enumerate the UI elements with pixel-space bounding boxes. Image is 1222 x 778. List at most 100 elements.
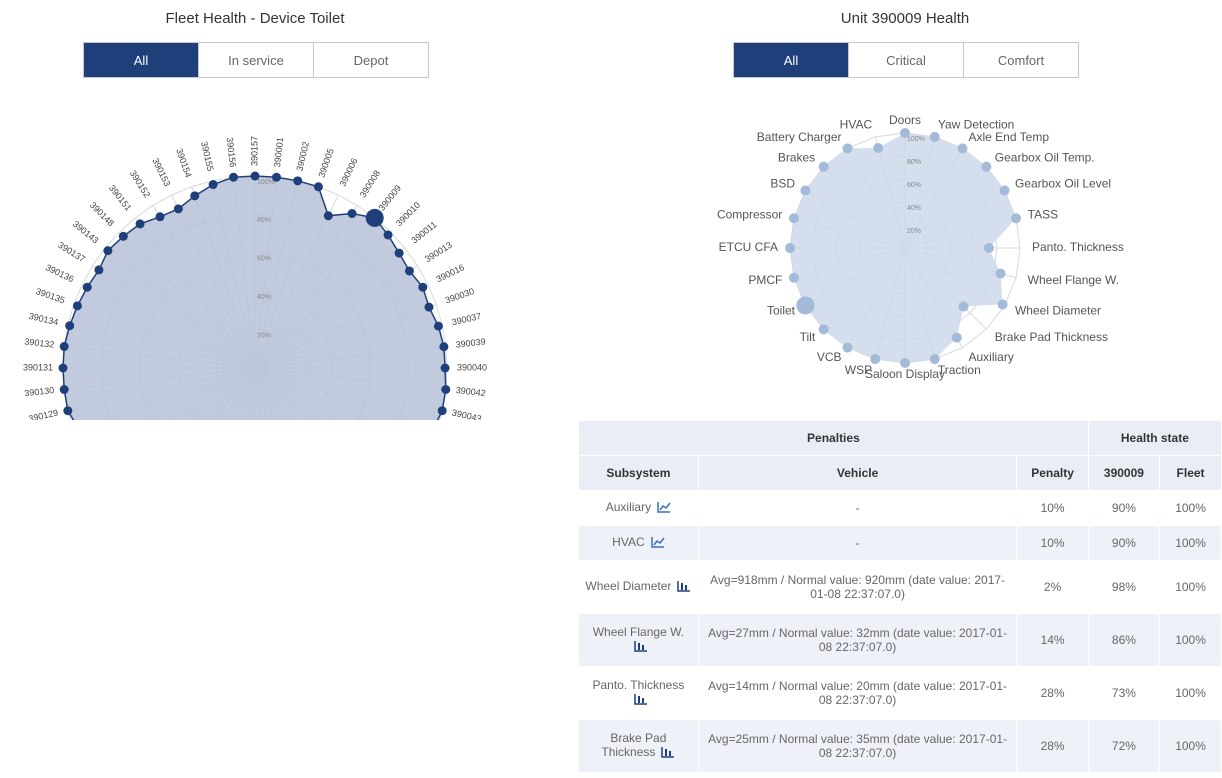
marker (873, 143, 884, 154)
right-title: Unit 390009 Health (840, 10, 970, 27)
marker (118, 231, 128, 241)
cell-text: Wheel Flange W. (592, 625, 685, 640)
tick-label: 40% (907, 205, 921, 212)
cell-text: Avg=918mm / Normal value: 920mm (date va… (710, 573, 1006, 601)
marker (59, 384, 69, 394)
right-tabs: All Critical Comfort (733, 42, 1079, 78)
tab[interactable]: Critical (848, 43, 963, 77)
column-header: Fleet (1159, 455, 1222, 491)
marker (173, 204, 183, 214)
tab[interactable]: Depot (313, 43, 428, 77)
marker (981, 161, 992, 172)
table-cell: 100% (1159, 525, 1222, 561)
table-cell: Avg=918mm / Normal value: 920mm (date va… (697, 560, 1018, 614)
cell-text: 100% (1175, 633, 1206, 647)
area (62, 175, 447, 420)
category-label: 390131 (23, 362, 53, 372)
category-label: Battery Charger (757, 130, 842, 144)
marker (72, 301, 82, 311)
category-label: 390148 (88, 200, 116, 228)
category-label: Toilet (767, 304, 796, 318)
cell-text: 10% (1040, 536, 1065, 550)
cell-text: Wheel Diameter (585, 579, 672, 594)
tab[interactable]: Comfort (963, 43, 1078, 77)
radar-charts: 20% 40% 60% 80% 100% 390157 390001 390002 390005… (23, 113, 1124, 420)
table-cell: 100% (1159, 560, 1222, 614)
chart-icon[interactable] (634, 640, 648, 655)
marker (293, 176, 303, 186)
category-label: 390016 (435, 262, 466, 284)
grid-line (62, 175, 448, 420)
cell-text: 100% (1175, 580, 1206, 594)
category-label: 390155 (199, 141, 215, 173)
category-label: ETCU CFA (719, 240, 778, 254)
tab[interactable]: In service (198, 43, 313, 77)
category-label: Brake Pad Thickness (995, 330, 1108, 344)
chart-icon[interactable] (661, 746, 675, 761)
marker (65, 321, 75, 331)
cell-text: 90% (1111, 501, 1136, 515)
marker (63, 406, 73, 416)
category-label: 390001 (272, 137, 285, 168)
cell-text: 28% (1040, 686, 1065, 700)
category-label: Doors (889, 113, 921, 127)
tick-label: 60% (907, 182, 921, 189)
category-label: HVAC (840, 117, 873, 131)
cell-text: 2% (1043, 580, 1062, 594)
category-label: 390151 (107, 183, 134, 213)
marker (951, 332, 962, 343)
table-cell: Wheel Flange W. (578, 613, 699, 667)
group-header-row: Penalties Health state (578, 420, 1222, 456)
table-cell: Avg=25mm / Normal value: 35mm (date valu… (697, 719, 1018, 773)
column-header: Subsystem (578, 455, 699, 491)
marker (190, 191, 200, 201)
category-label: 390042 (455, 385, 486, 398)
table-row: HVAC - 10% 90% 100% (578, 525, 1222, 561)
marker (271, 172, 281, 182)
table-cell: Avg=14mm / Normal value: 20mm (date valu… (697, 666, 1018, 720)
marker (788, 213, 799, 224)
tab[interactable]: All (734, 43, 848, 77)
table-cell: 90% (1087, 525, 1161, 561)
cell-text: 28% (1040, 739, 1065, 753)
category-label: PMCF (748, 273, 782, 287)
cell-text: Avg=14mm / Normal value: 20mm (date valu… (708, 679, 1008, 707)
chart-icon[interactable] (657, 501, 671, 516)
marker (958, 301, 969, 312)
chart-icon[interactable] (650, 536, 665, 551)
cell-text: 100% (1175, 501, 1206, 515)
chart-icon[interactable] (677, 580, 691, 595)
column-header: Penalty (1016, 455, 1089, 491)
marker (103, 246, 113, 256)
column-header: Vehicle (697, 455, 1018, 491)
marker (440, 363, 450, 373)
category-label: 390043 (451, 407, 483, 420)
group-header: Penalties (578, 420, 1089, 456)
category-label: 390130 (24, 385, 55, 398)
tab[interactable]: All (84, 43, 198, 77)
marker (365, 208, 384, 227)
category-label: Traction (938, 363, 981, 377)
cell-text: 72% (1111, 739, 1136, 753)
category-label: 390037 (451, 311, 483, 327)
cell-text: 100% (1175, 536, 1206, 550)
marker (58, 363, 68, 373)
table-cell: - (697, 490, 1018, 526)
penalty-table: Penalties Health state Subsystem Vehicle Pen… (578, 420, 1222, 773)
marker (900, 128, 910, 138)
marker (788, 272, 799, 283)
marker (929, 354, 940, 365)
table-cell: 28% (1016, 666, 1089, 720)
left-tabs: All In service Depot (83, 42, 429, 78)
chart-icon[interactable] (634, 693, 648, 708)
category-label: Gearbox Oil Level (1015, 177, 1111, 191)
marker (394, 248, 404, 258)
category-label: Gearbox Oil Temp. (995, 150, 1095, 164)
group-header: Health state (1087, 420, 1222, 456)
table-cell: 100% (1159, 666, 1222, 720)
table-cell: Wheel Diameter (578, 560, 699, 614)
marker (208, 180, 218, 190)
cell-text: 100% (1175, 739, 1206, 753)
category-label: 390129 (28, 407, 60, 420)
